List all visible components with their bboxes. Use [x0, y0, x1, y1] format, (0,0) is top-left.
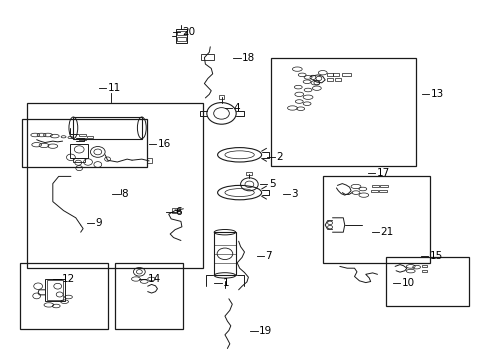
Bar — [334, 78, 340, 81]
Bar — [22, 119, 146, 167]
Bar — [177, 31, 185, 35]
Text: 13: 13 — [429, 89, 443, 99]
Bar — [218, 95, 224, 99]
Text: 12: 12 — [62, 274, 75, 284]
Bar — [332, 73, 339, 76]
Bar — [201, 54, 213, 60]
Bar — [79, 134, 86, 136]
Bar — [271, 58, 415, 166]
Bar — [370, 190, 377, 192]
Text: 6: 6 — [175, 207, 182, 217]
Bar — [115, 263, 183, 329]
Bar — [214, 232, 235, 275]
Bar — [79, 138, 86, 140]
Bar — [87, 136, 93, 138]
Text: 4: 4 — [233, 103, 240, 113]
Bar — [326, 78, 333, 81]
Text: 3: 3 — [291, 189, 298, 199]
Text: 17: 17 — [376, 168, 389, 178]
Bar — [421, 265, 427, 267]
Bar — [47, 280, 62, 300]
Text: 9: 9 — [96, 218, 102, 228]
Bar — [73, 158, 85, 162]
Text: 20: 20 — [182, 27, 195, 37]
Text: 15: 15 — [428, 251, 442, 261]
Text: 10: 10 — [401, 278, 414, 288]
Bar — [27, 103, 203, 268]
Bar — [70, 144, 88, 158]
Text: 1: 1 — [223, 278, 229, 288]
Bar — [45, 279, 64, 301]
Bar — [146, 158, 151, 163]
Bar — [380, 185, 387, 187]
Bar — [371, 185, 378, 187]
Text: 19: 19 — [259, 326, 272, 336]
Text: 2: 2 — [276, 152, 283, 162]
Bar — [176, 29, 186, 43]
Bar — [379, 190, 386, 192]
Bar — [342, 73, 350, 76]
Text: 5: 5 — [268, 179, 275, 189]
Bar — [322, 176, 429, 263]
Bar — [20, 263, 107, 329]
Text: 14: 14 — [147, 274, 161, 284]
Bar — [172, 208, 180, 213]
Text: 18: 18 — [242, 53, 255, 63]
Text: 7: 7 — [265, 251, 272, 261]
Bar — [246, 172, 252, 175]
Bar — [421, 270, 427, 272]
Text: 11: 11 — [107, 83, 121, 93]
Text: 21: 21 — [380, 227, 393, 237]
Text: 8: 8 — [121, 189, 128, 199]
Bar — [386, 257, 468, 306]
Text: 16: 16 — [157, 139, 170, 149]
Bar — [177, 37, 185, 41]
Bar — [73, 117, 142, 139]
Bar — [326, 73, 333, 76]
